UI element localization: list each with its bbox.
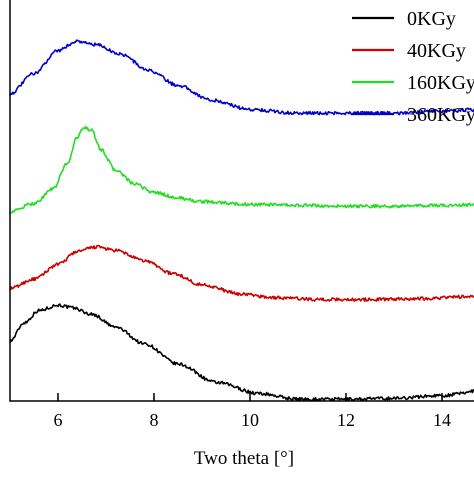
series-line-40kgy [9, 244, 474, 302]
legend-label-40kgy: 40KGy [407, 40, 466, 62]
x-tick-label: 8 [150, 410, 159, 430]
legend-label-0kgy: 0KGy [407, 8, 456, 30]
series-line-160kgy [9, 125, 474, 215]
x-tick-label: 14 [433, 410, 451, 430]
x-axis-ticks: 6 8 10 12 14 [54, 393, 451, 430]
legend-label-360kgy: 360KGy [407, 104, 474, 126]
x-tick-label: 6 [54, 410, 63, 430]
series-line-0kgy [9, 303, 474, 402]
plot-frame [9, 0, 474, 402]
x-tick-label: 10 [241, 410, 259, 430]
x-tick-label: 12 [337, 410, 355, 430]
x-axis-label: Two theta [°] [194, 448, 294, 469]
series-line-360kgy [9, 39, 474, 116]
legend-label-160kgy: 160KGy [407, 72, 474, 94]
legend: 0KGy 40KGy 160KGy 360KGy [352, 8, 474, 126]
series-layer [9, 39, 474, 402]
